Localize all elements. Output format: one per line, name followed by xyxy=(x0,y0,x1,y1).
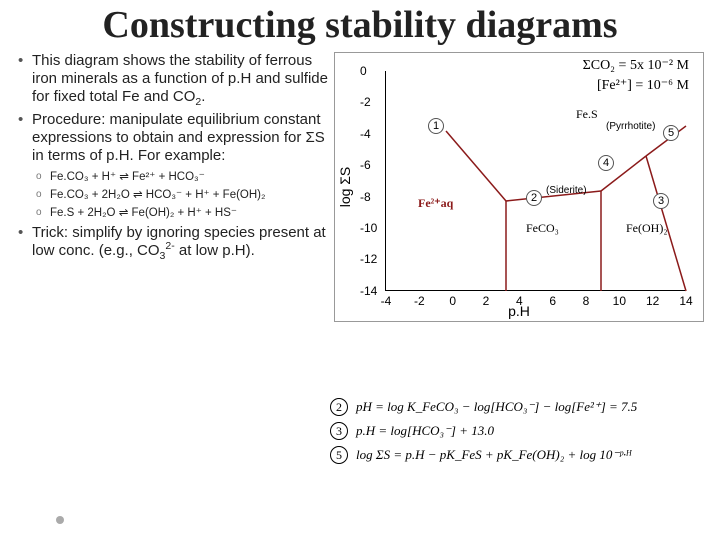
phase-boundaries xyxy=(386,71,686,291)
eq-2: pH = log K_FeCO₃ − log[HCO₃⁻] − log[Fe²⁺… xyxy=(356,399,637,415)
footer-marker xyxy=(56,516,64,524)
boundary-label-1: 1 xyxy=(428,118,444,134)
sub-3: Fe.S + 2H₂O ⇌ Fe(OH)₂ + H⁺ + HS⁻ xyxy=(36,206,328,220)
annot-co2: ΣCO₂ = 5x 10⁻² M xyxy=(583,57,689,74)
boundary-label-2: 2 xyxy=(526,190,542,206)
bullet-3: Trick: simplify by ignoring species pres… xyxy=(18,224,328,261)
label-fes: Fe.S xyxy=(576,107,598,122)
label-fe2aq: Fe²⁺aq xyxy=(418,196,453,211)
sub-2: Fe.CO₃ + 2H₂O ⇌ HCO₃⁻ + H⁺ + Fe(OH)₂ xyxy=(36,188,328,202)
sub-1: Fe.CO₃ + H⁺ ⇌ Fe²⁺ + HCO₃⁻ xyxy=(36,170,328,184)
bullet-1: This diagram shows the stability of ferr… xyxy=(18,52,328,107)
equations: 2 pH = log K_FeCO₃ − log[HCO₃⁻] − log[Fe²… xyxy=(330,398,710,470)
label-feco3: FeCO₃ xyxy=(526,221,559,236)
bullet-2: Procedure: manipulate equilibrium consta… xyxy=(18,111,328,220)
boundary-label-3: 3 xyxy=(653,193,669,209)
eq-num-5: 5 xyxy=(330,446,348,464)
page-title: Constructing stability diagrams xyxy=(0,0,720,46)
plot-area: 0-2-4-6-8-10-12-14 -4-202468101214 12345… xyxy=(385,71,685,291)
boundary-label-4: 4 xyxy=(598,155,614,171)
bullet-text: This diagram shows the stability of ferr… xyxy=(18,52,328,322)
eq-5: log ΣS = p.H − pK_FeS + pK_Fe(OH)₂ + log… xyxy=(356,447,631,463)
stability-diagram: log ΣS p.H 0-2-4-6-8-10-12-14 -4-2024681… xyxy=(334,52,704,322)
eq-num-3: 3 xyxy=(330,422,348,440)
annot-fe: [Fe²⁺] = 10⁻⁶ M xyxy=(597,77,689,94)
y-axis-label: log ΣS xyxy=(337,167,353,208)
label-feoh2: Fe(OH)₂ xyxy=(626,221,668,236)
label-siderite: (Siderite) xyxy=(546,185,587,196)
eq-num-2: 2 xyxy=(330,398,348,416)
eq-3: p.H = log[HCO₃⁻] + 13.0 xyxy=(356,423,494,439)
label-pyrrhotite: (Pyrrhotite) xyxy=(606,121,655,132)
boundary-label-5: 5 xyxy=(663,125,679,141)
